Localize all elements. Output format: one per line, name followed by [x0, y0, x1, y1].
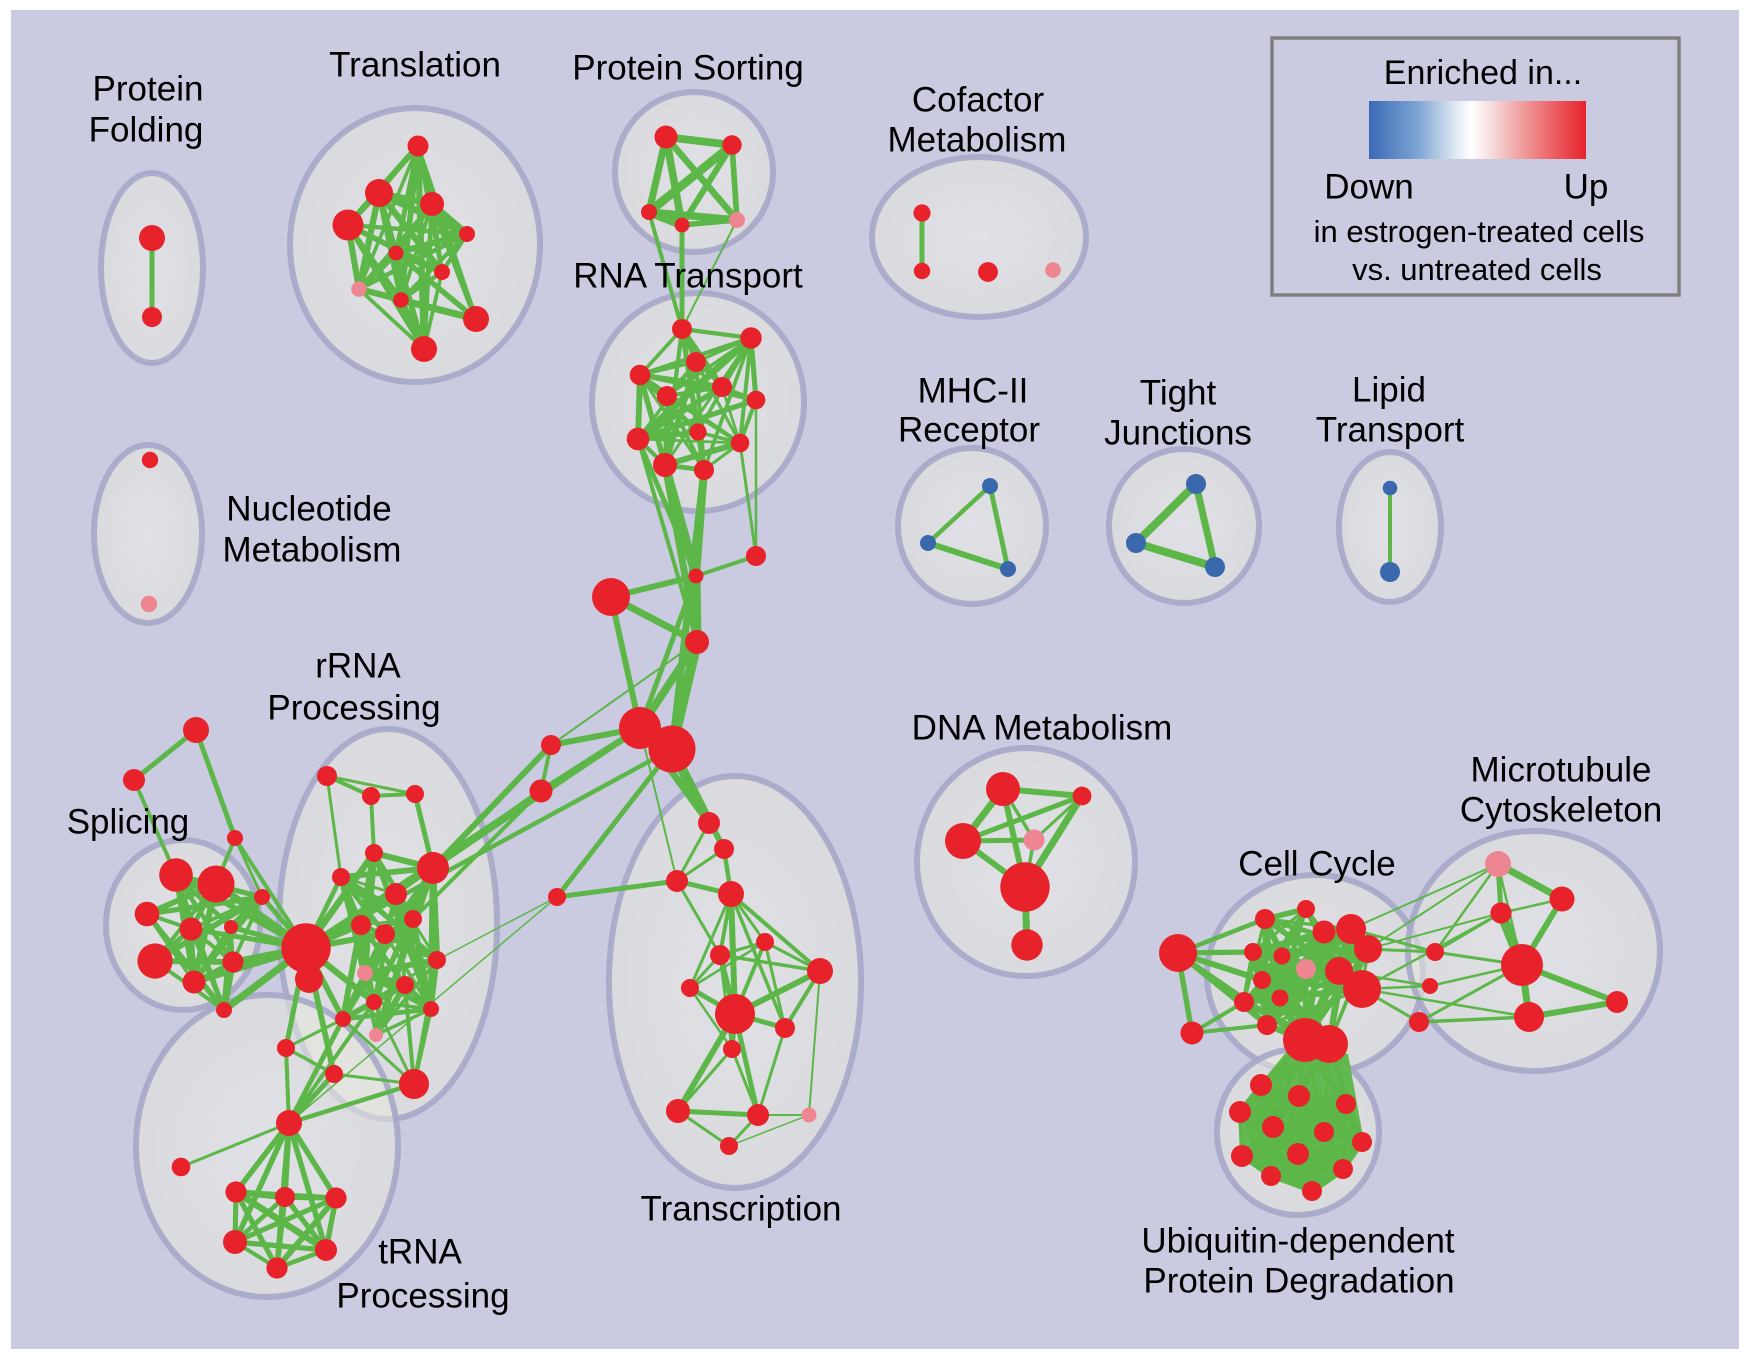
svg-text:Lipid: Lipid	[1352, 370, 1426, 409]
svg-text:Cytoskeleton: Cytoskeleton	[1460, 790, 1662, 829]
svg-text:DNA Metabolism: DNA Metabolism	[912, 708, 1173, 747]
svg-text:Protein Degradation: Protein Degradation	[1143, 1261, 1454, 1300]
svg-text:Processing: Processing	[267, 688, 440, 727]
svg-text:Nucleotide: Nucleotide	[226, 489, 391, 528]
svg-text:Receptor: Receptor	[898, 410, 1040, 449]
svg-text:Microtubule: Microtubule	[1471, 750, 1652, 789]
svg-text:Processing: Processing	[336, 1276, 509, 1315]
svg-text:Transport: Transport	[1316, 410, 1465, 449]
svg-text:Protein Sorting: Protein Sorting	[572, 48, 804, 87]
svg-text:Tight: Tight	[1140, 373, 1217, 412]
svg-text:MHC-II: MHC-II	[918, 371, 1029, 410]
svg-text:tRNA: tRNA	[378, 1232, 462, 1271]
svg-text:Splicing: Splicing	[67, 802, 190, 841]
svg-text:Protein: Protein	[93, 69, 204, 108]
svg-text:Down: Down	[1324, 167, 1413, 206]
svg-text:Folding: Folding	[89, 110, 204, 149]
svg-text:in estrogen-treated cells: in estrogen-treated cells	[1314, 214, 1645, 249]
svg-text:Ubiquitin-dependent: Ubiquitin-dependent	[1141, 1221, 1455, 1260]
svg-text:Junctions: Junctions	[1104, 413, 1252, 452]
svg-text:Enriched in...: Enriched in...	[1384, 54, 1582, 92]
svg-text:Translation: Translation	[329, 45, 501, 84]
svg-text:Up: Up	[1564, 167, 1609, 206]
svg-text:RNA Transport: RNA Transport	[573, 256, 803, 295]
svg-text:vs. untreated cells: vs. untreated cells	[1352, 252, 1602, 287]
svg-text:Metabolism: Metabolism	[888, 120, 1067, 159]
svg-text:Metabolism: Metabolism	[223, 530, 402, 569]
svg-text:rRNA: rRNA	[315, 646, 401, 685]
svg-text:Cell Cycle: Cell Cycle	[1238, 844, 1396, 883]
svg-text:Cofactor: Cofactor	[912, 80, 1045, 119]
svg-text:Transcription: Transcription	[641, 1189, 842, 1228]
